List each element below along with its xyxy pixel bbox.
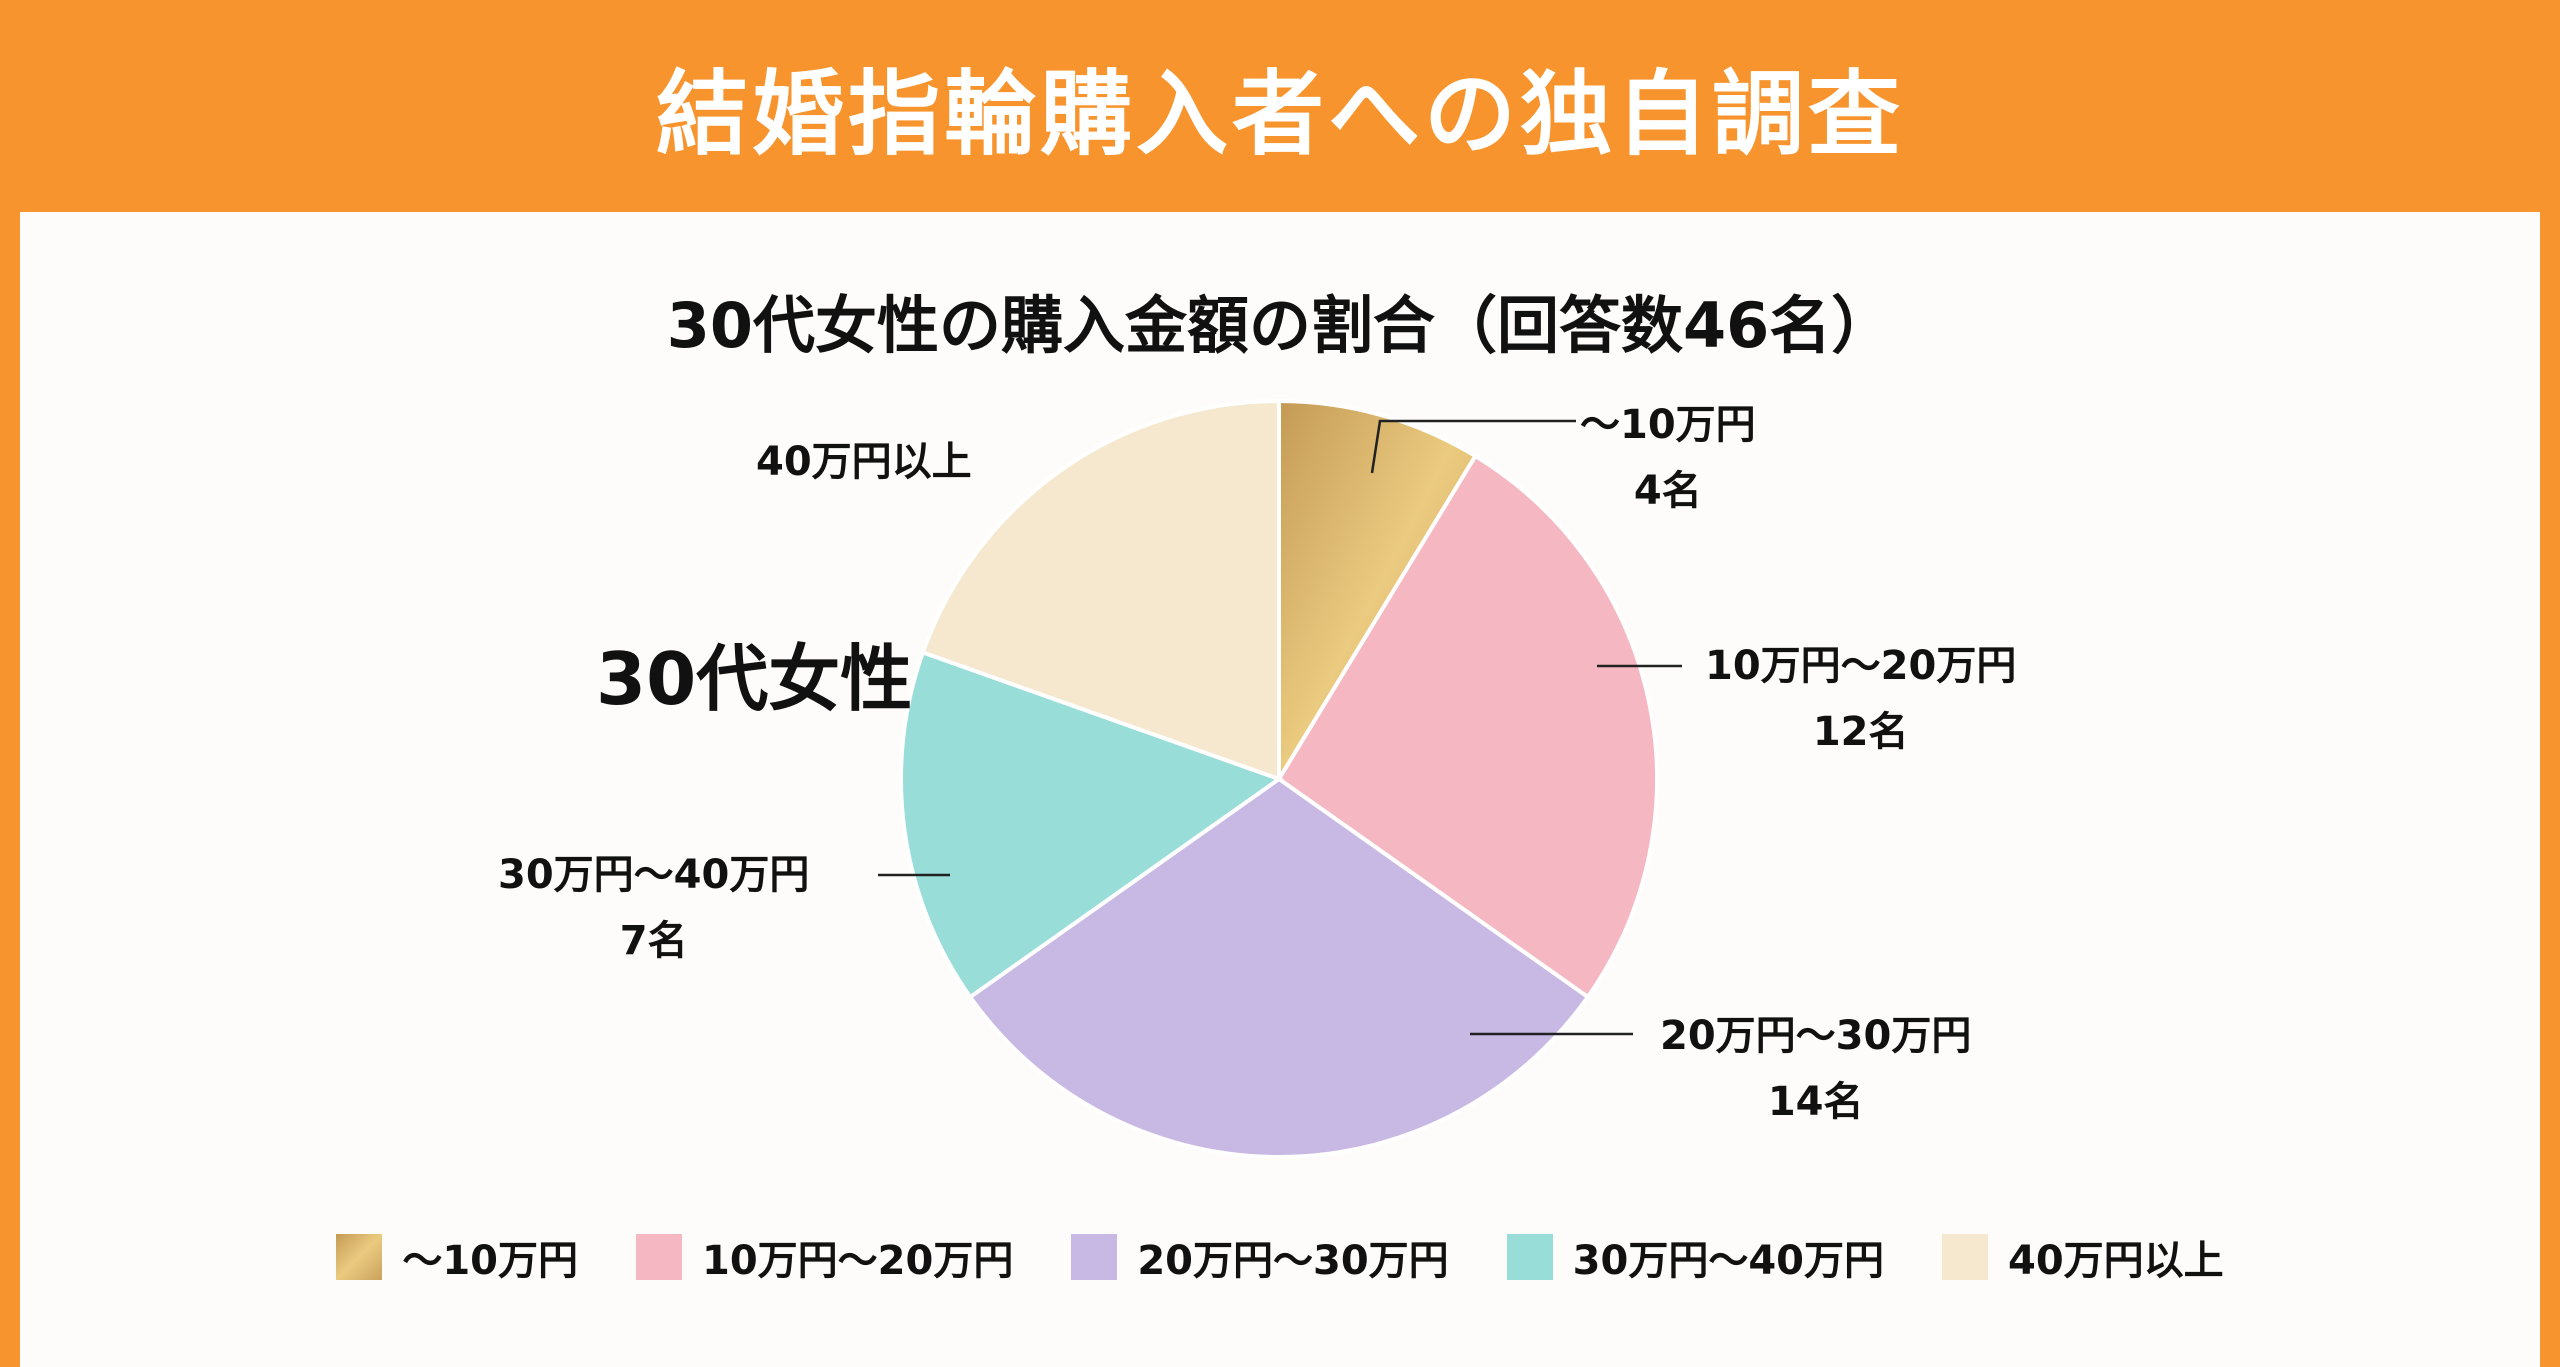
legend-swatch bbox=[1506, 1234, 1553, 1280]
slice-category: 10万円〜20万円 bbox=[1705, 643, 2017, 689]
slice-category: 〜10万円 bbox=[1580, 402, 1756, 448]
legend-label: 30万円〜40万円 bbox=[1572, 1238, 1884, 1284]
center-label: 30代女性 bbox=[596, 637, 913, 721]
legend-label: 〜10万円 bbox=[402, 1238, 578, 1284]
slice-count: 12名 bbox=[1812, 709, 1909, 755]
slice-label-1: 10万円〜20万円 12名 bbox=[1705, 633, 2016, 765]
header-banner: 結婚指輪購入者への独自調査 bbox=[0, 0, 2560, 212]
legend-swatch bbox=[636, 1234, 682, 1280]
legend-label: 10万円〜20万円 bbox=[702, 1238, 1014, 1284]
slice-label-2: 20万円〜30万円 14名 bbox=[1660, 1003, 1971, 1135]
slice-count: 14名 bbox=[1767, 1079, 1864, 1125]
legend-swatch bbox=[336, 1234, 383, 1280]
legend-item-0: 〜10万円 bbox=[336, 1228, 578, 1286]
legend-label: 40万円以上 bbox=[2007, 1238, 2224, 1284]
pie-slice-0 bbox=[1277, 398, 1479, 787]
pie-slice-2 bbox=[967, 776, 1591, 1159]
leader-line-0 bbox=[1370, 419, 1576, 474]
legend-item-3: 30万円〜40万円 bbox=[1506, 1228, 1884, 1286]
legend-swatch bbox=[1071, 1234, 1118, 1280]
legend-label: 20万円〜30万円 bbox=[1137, 1238, 1449, 1284]
legend-item-2: 20万円〜30万円 bbox=[1071, 1228, 1449, 1286]
legend: 〜10万円 10万円〜20万円 20万円〜30万円 30万円〜40万円 40万円… bbox=[0, 1228, 2560, 1286]
slice-category: 40万円以上 bbox=[756, 439, 972, 485]
pie-slice-3 bbox=[899, 649, 1284, 1000]
slice-label-0: 〜10万円 4名 bbox=[1580, 392, 1756, 524]
slice-label-4: 40万円以上 bbox=[756, 429, 972, 495]
slice-category: 20万円〜30万円 bbox=[1660, 1013, 1972, 1059]
pie-slice-4 bbox=[920, 398, 1281, 782]
slice-label-3: 30万円〜40万円 7名 bbox=[498, 842, 809, 974]
header-title: 結婚指輪購入者への独自調査 bbox=[655, 60, 1904, 168]
pie-slice-1 bbox=[1276, 453, 1659, 1000]
legend-item-1: 10万円〜20万円 bbox=[636, 1228, 1013, 1286]
chart-title: 30代女性の購入金額の割合（回答数46名） bbox=[666, 289, 1894, 362]
legend-item-4: 40万円以上 bbox=[1941, 1228, 2224, 1286]
legend-swatch bbox=[1941, 1234, 1988, 1280]
slice-category: 30万円〜40万円 bbox=[498, 852, 810, 898]
slice-count: 7名 bbox=[619, 918, 688, 964]
slice-count: 4名 bbox=[1633, 468, 1702, 514]
